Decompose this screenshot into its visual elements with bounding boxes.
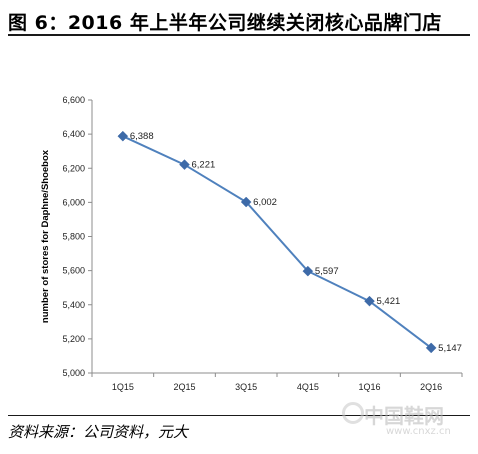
y-tick-label: 5,400	[62, 300, 85, 310]
watermark-icon	[342, 402, 364, 424]
data-point	[240, 196, 252, 208]
x-tick-labels: 1Q15 2Q15 3Q15 4Q15 1Q16 2Q16	[112, 382, 442, 392]
y-tick-labels: 5,000 5,200 5,400 5,600 5,800 6,000 6,200 6,400…	[62, 95, 85, 378]
x-tick-label: 1Q16	[358, 382, 380, 392]
x-tick-label: 4Q15	[297, 382, 319, 392]
y-tick-label: 5,800	[62, 232, 85, 242]
data-label: 6,388	[130, 131, 154, 142]
data-point	[302, 265, 314, 277]
x-tick-label: 2Q16	[420, 382, 442, 392]
y-tick-label: 6,200	[62, 163, 85, 173]
data-point	[364, 295, 375, 307]
y-tick-label: 5,200	[62, 334, 85, 344]
data-label: 5,597	[315, 266, 339, 277]
data-label: 5,147	[438, 343, 462, 354]
y-tick-label: 6,000	[62, 197, 85, 207]
watermark-logo: 中国鞋网 www.cnxz.cn	[342, 398, 470, 450]
series-group	[117, 130, 437, 354]
y-tick-label: 6,600	[62, 95, 85, 105]
y-tick-label: 5,600	[62, 266, 85, 276]
title-underline	[8, 34, 470, 36]
data-point	[117, 130, 129, 142]
watermark-url: www.cnxz.cn	[386, 426, 451, 437]
data-labels: 6,388 6,221 6,002 5,597 5,421 5,147	[130, 131, 462, 354]
chart-axes	[88, 99, 463, 377]
x-tick-label: 2Q15	[173, 382, 195, 392]
y-axis-label: number of stores for Daphne/Shoebox	[40, 149, 51, 323]
data-label: 6,221	[192, 160, 216, 171]
source-note: 资料来源：公司资料，元大	[8, 423, 189, 441]
source-divider	[8, 415, 470, 416]
data-point	[425, 342, 437, 354]
watermark-text: 中国鞋网	[364, 404, 444, 428]
series-line	[122, 135, 432, 349]
x-tick-label: 1Q15	[112, 382, 134, 392]
y-tick-label: 5,000	[62, 368, 85, 378]
chart-title: 图 6：2016 年上半年公司继续关闭核心品牌门店	[8, 12, 442, 34]
data-label: 5,421	[377, 296, 401, 307]
y-tick-label: 6,400	[62, 129, 85, 139]
data-point	[179, 159, 190, 171]
data-label: 6,002	[253, 197, 277, 208]
x-tick-label: 3Q15	[235, 382, 257, 392]
